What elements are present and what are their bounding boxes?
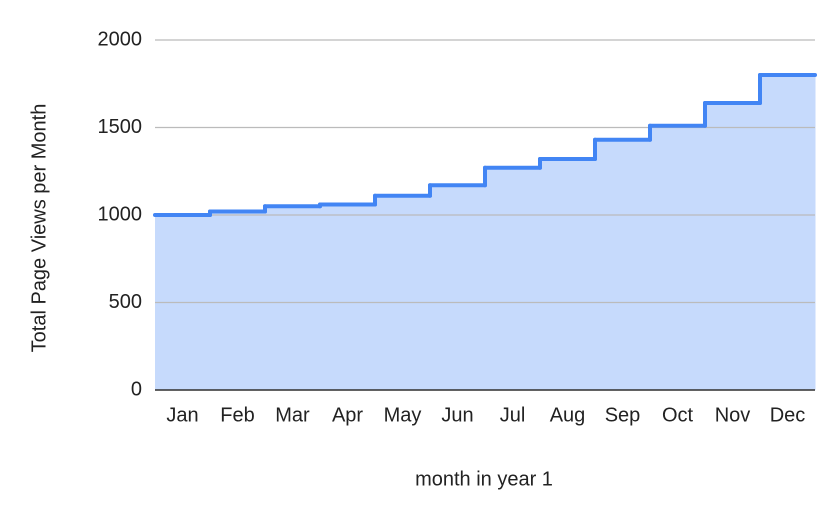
x-axis-label: month in year 1 bbox=[415, 468, 553, 490]
x-tick-label: Feb bbox=[220, 404, 254, 426]
area-segment bbox=[485, 167, 541, 390]
area-segment bbox=[595, 139, 651, 390]
x-tick-label: Sep bbox=[605, 404, 641, 426]
x-tick-label: Aug bbox=[550, 404, 586, 426]
y-tick-label: 0 bbox=[131, 378, 142, 400]
x-tick-label: Apr bbox=[332, 404, 363, 426]
area-segment bbox=[430, 185, 486, 390]
y-axis-label: Total Page Views per Month bbox=[28, 104, 50, 353]
x-tick-label: Jan bbox=[166, 404, 198, 426]
y-tick-label: 1000 bbox=[98, 203, 143, 225]
area-segment bbox=[210, 211, 266, 390]
y-tick-label: 500 bbox=[109, 291, 142, 313]
area-segment bbox=[375, 195, 431, 390]
x-tick-label: Dec bbox=[770, 404, 806, 426]
x-tick-label: Nov bbox=[715, 404, 751, 426]
area-segment bbox=[650, 125, 706, 390]
x-tick-label: Mar bbox=[275, 404, 310, 426]
area-segment bbox=[265, 206, 321, 390]
y-tick-label: 1500 bbox=[98, 116, 143, 138]
area-segment bbox=[705, 103, 761, 390]
x-tick-label: Jul bbox=[500, 404, 526, 426]
area-segment bbox=[760, 75, 816, 390]
area-segment bbox=[320, 204, 376, 390]
x-tick-label: Jun bbox=[441, 404, 473, 426]
area-segment bbox=[540, 159, 596, 390]
x-tick-label: Oct bbox=[662, 404, 694, 426]
y-tick-label: 2000 bbox=[98, 28, 143, 50]
x-tick-label: May bbox=[384, 404, 422, 426]
